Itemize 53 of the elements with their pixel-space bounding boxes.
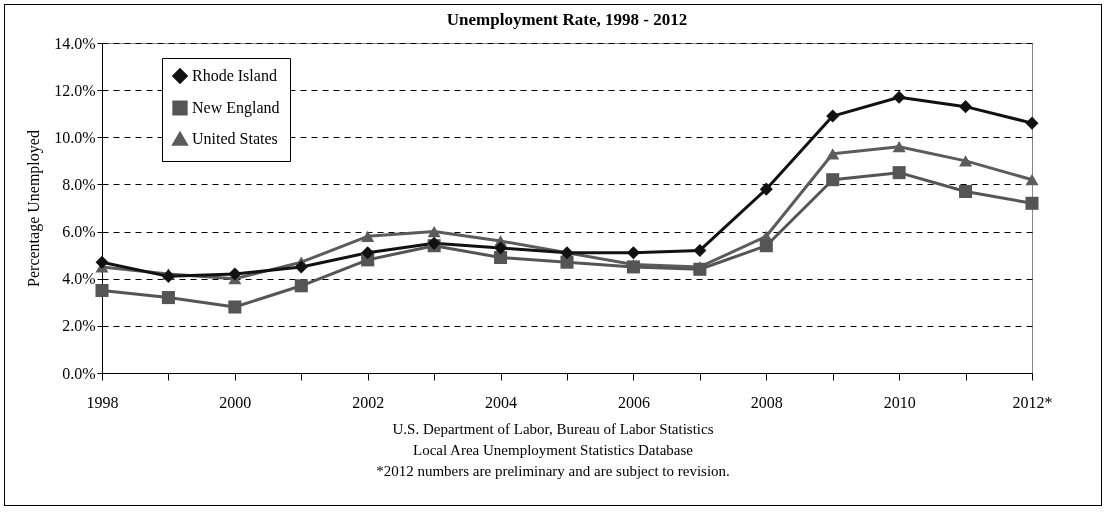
point [959, 184, 973, 199]
point [228, 300, 242, 314]
point [959, 155, 973, 167]
chart-title: Unemployment Rate, 1998 - 2012 [446, 10, 688, 29]
point [1025, 174, 1039, 186]
point [1025, 196, 1039, 210]
x-tick-label: 2000 [219, 393, 252, 411]
y-tick-label: 14.0% [54, 34, 96, 52]
point [494, 250, 508, 265]
point [95, 255, 109, 269]
point [892, 141, 906, 153]
x-tick-label: 2012* [1012, 393, 1053, 411]
y-tick-label: 12.0% [54, 81, 96, 99]
point [892, 90, 906, 104]
x-tick-label: 2002 [352, 393, 385, 411]
point [1025, 116, 1039, 130]
point [161, 291, 175, 305]
point [826, 148, 840, 160]
point [560, 255, 574, 269]
x-tick-label: 2008 [750, 393, 783, 411]
x-tick-label: 2004 [485, 393, 518, 411]
y-tick-label: 8.0% [62, 175, 96, 193]
point [626, 246, 640, 260]
y-tick-label: 0.0% [62, 364, 96, 382]
y-axis-title: Percentage Unemployed [25, 130, 44, 287]
point [759, 182, 773, 196]
point [693, 243, 707, 257]
text: Local Area Unemployment Statistics Database [412, 441, 694, 460]
legend-label: United States [192, 130, 278, 147]
point [892, 166, 906, 180]
x-tick-label: 2006 [617, 393, 650, 411]
point [361, 246, 375, 260]
legend-label: New England [192, 99, 280, 117]
point [228, 267, 242, 281]
point [959, 100, 973, 114]
y-tick-label: 2.0% [62, 317, 96, 335]
y-tick-label: 4.0% [62, 270, 96, 288]
x-tick-label: 2010 [883, 393, 916, 411]
point [826, 173, 840, 187]
y-tick-label: 10.0% [54, 128, 96, 146]
x-tick-label: 1998 [86, 393, 119, 411]
legend-label: Rhode Island [192, 67, 277, 84]
text: *2012 numbers are preliminary and are subject to revision. [375, 462, 731, 481]
point [759, 239, 773, 253]
point [427, 225, 441, 238]
text: U.S. Department of Labor, Bureau of Labor Statistics [391, 420, 715, 439]
point [826, 109, 840, 123]
y-tick-label: 6.0% [62, 223, 96, 241]
point [95, 283, 109, 298]
point [294, 260, 308, 274]
point [294, 279, 308, 293]
point [361, 230, 375, 242]
point [494, 241, 508, 255]
